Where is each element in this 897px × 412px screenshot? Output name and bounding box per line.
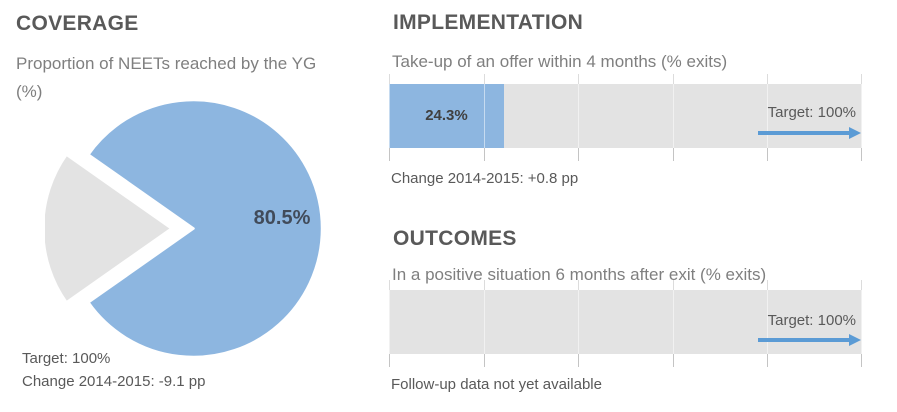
axis-tick	[389, 354, 390, 367]
gridline	[767, 290, 769, 354]
coverage-target-label: Target: 100%	[22, 350, 111, 367]
gridline	[861, 280, 862, 290]
pie-slice-remainder	[45, 153, 173, 304]
gridline	[483, 290, 485, 354]
coverage-pie-chart: 80.5%	[45, 98, 324, 359]
gridline	[767, 74, 769, 84]
target-arrow-head-icon	[849, 334, 861, 346]
gridline	[672, 290, 674, 354]
gridline	[483, 280, 485, 290]
implementation-target-label: Target: 100%	[767, 104, 856, 121]
coverage-title: COVERAGE	[16, 12, 139, 35]
implementation-title: IMPLEMENTATION	[393, 11, 584, 34]
gridline	[578, 280, 580, 290]
implementation-change-label: Change 2014-2015: +0.8 pp	[391, 170, 579, 187]
pie-slice-main	[87, 98, 324, 359]
axis-tick	[483, 148, 485, 161]
implementation-subtitle: Take-up of an offer within 4 months (% e…	[392, 52, 728, 71]
axis-tick	[389, 148, 390, 161]
gridline	[672, 74, 674, 84]
gridline	[483, 74, 485, 84]
axis-tick	[578, 354, 580, 367]
gridline	[767, 84, 769, 148]
gridline	[861, 74, 862, 84]
pie-value-label: 80.5%	[254, 207, 311, 229]
implementation-bar-chart: 24.3% Target: 100%	[389, 74, 862, 161]
gridline	[389, 290, 390, 354]
gridline	[483, 84, 485, 148]
outcomes-note: Follow-up data not yet available	[391, 376, 602, 393]
bar-fill: 24.3%	[389, 84, 504, 148]
coverage-subtitle: Proportion of NEETs reached by the YG (%…	[16, 54, 317, 101]
outcomes-target-label: Target: 100%	[767, 312, 856, 329]
bar-value-label: 24.3%	[425, 107, 468, 124]
gridline	[861, 290, 862, 354]
gridline	[672, 280, 674, 290]
outcomes-title: OUTCOMES	[393, 227, 517, 250]
gridline	[672, 84, 674, 148]
gridline	[389, 280, 390, 290]
gridline	[578, 84, 580, 148]
bar-track	[389, 290, 862, 354]
gridline	[389, 74, 390, 84]
gridline	[578, 290, 580, 354]
axis-tick	[767, 148, 769, 161]
axis-tick	[861, 148, 862, 161]
axis-tick	[672, 354, 674, 367]
gridline	[767, 280, 769, 290]
axis-tick	[672, 148, 674, 161]
gridline	[861, 84, 862, 148]
target-arrow-head-icon	[849, 127, 861, 139]
outcomes-subtitle: In a positive situation 6 months after e…	[392, 265, 767, 284]
target-arrow-icon	[758, 338, 849, 342]
coverage-change-label: Change 2014-2015: -9.1 pp	[22, 373, 206, 390]
axis-tick	[861, 354, 862, 367]
axis-tick	[483, 354, 485, 367]
axis-tick	[578, 148, 580, 161]
outcomes-bar-chart: Target: 100%	[389, 280, 862, 368]
gridline	[389, 84, 390, 148]
gridline	[578, 74, 580, 84]
axis-tick	[767, 354, 769, 367]
target-arrow-icon	[758, 131, 849, 135]
